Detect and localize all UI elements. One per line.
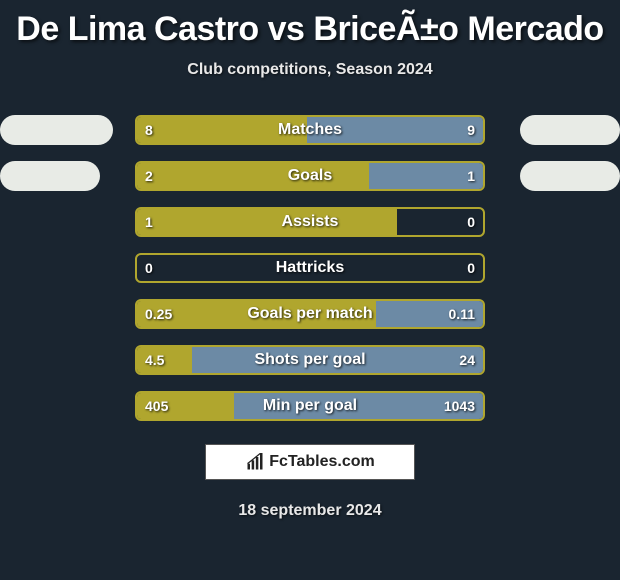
stat-row: 00Hattricks: [0, 253, 620, 283]
page-title: De Lima Castro vs BriceÃ±o Mercado: [0, 0, 620, 49]
stat-row: 4.524Shots per goal: [0, 345, 620, 375]
stat-row: 10Assists: [0, 207, 620, 237]
stat-row: 4051043Min per goal: [0, 391, 620, 421]
subtitle: Club competitions, Season 2024: [0, 61, 620, 79]
stat-row: 0.250.11Goals per match: [0, 299, 620, 329]
stat-metric-label: Hattricks: [0, 253, 620, 283]
comparison-chart: 89Matches 21Goals 10Assists 00Hattricks 0.25…: [0, 115, 620, 437]
stat-row: 21Goals: [0, 161, 620, 191]
bar-chart-icon: [245, 452, 265, 472]
date-label: 18 september 2024: [0, 502, 620, 520]
stat-metric-label: Matches: [0, 115, 620, 145]
logo-text: FcTables.com: [269, 453, 375, 471]
stat-row: 89Matches: [0, 115, 620, 145]
stat-metric-label: Assists: [0, 207, 620, 237]
stat-metric-label: Goals per match: [0, 299, 620, 329]
stat-metric-label: Shots per goal: [0, 345, 620, 375]
stat-metric-label: Goals: [0, 161, 620, 191]
logo-box: FcTables.com: [205, 444, 415, 480]
stat-metric-label: Min per goal: [0, 391, 620, 421]
